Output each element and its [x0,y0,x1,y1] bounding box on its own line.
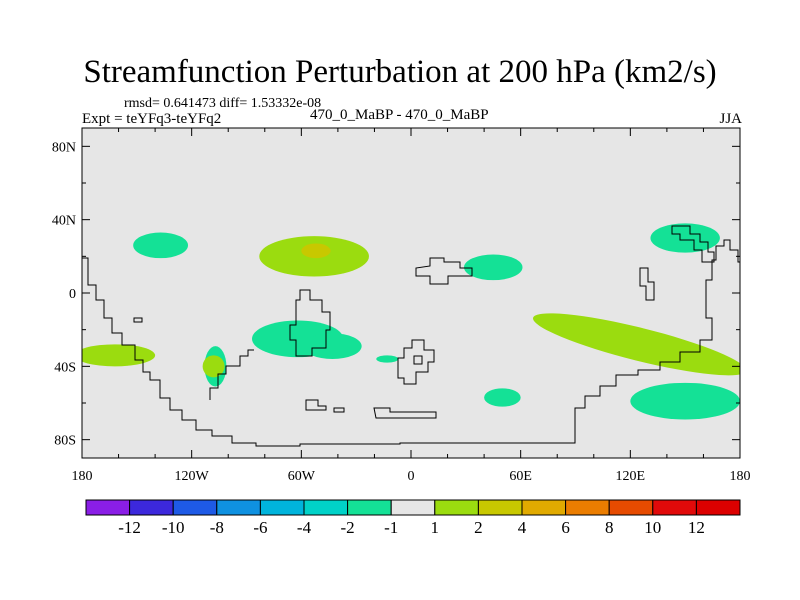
negative-cell-south-indian [484,388,521,407]
stats-label: rmsd= 0.641473 diff= 1.53332e-08 [124,96,322,111]
colorbar-swatch [303,499,349,516]
coastline-north-africa [415,257,473,285]
colorbar-label: 4 [518,518,527,537]
coastline-northeast-asia [671,225,715,263]
x-tick-label: 60E [509,469,532,484]
axes: 180 120W 60W 0 60E 120E 180 80N 40N 0 40S 80S [52,128,751,484]
colorbar-swatch [85,499,131,516]
colorbar-label: -1 [384,518,398,537]
colorbar-swatch [259,499,305,516]
colorbar-label: 12 [688,518,705,537]
colorbar-swatch [477,499,523,516]
x-tick-label: 60W [288,469,316,484]
colorbar-swatch [695,499,741,516]
colorbar-label: -8 [210,518,224,537]
positive-band-australia [532,313,740,376]
colorbar-swatch [172,499,218,516]
x-tick-label: 120E [616,469,646,484]
season-label: JJA [719,111,742,127]
coastline-southern-islands-2 [333,407,345,413]
y-tick-label: 80S [54,434,76,449]
coastline-americas-east [209,349,254,400]
y-tick-label: 0 [69,287,76,302]
colorbar-swatch [652,499,697,516]
colorbar-label: -4 [297,518,312,537]
colorbar-label: -2 [341,518,355,537]
colorbar-swatch [129,499,174,516]
coastline-southern-islands-3 [373,407,437,419]
negative-cell-southwest-pacific [630,382,740,420]
colorbar-swatch [347,499,392,516]
colorbar-label: 2 [474,518,483,537]
colorbar-label: -6 [253,518,267,537]
chart-title: Streamfunction Perturbation at 200 hPa (… [83,54,717,90]
x-tick-label: 180 [730,469,751,484]
plot-background [82,128,740,458]
x-tick-label: 120W [175,469,210,484]
negative-cell-south-atlantic-small [376,355,399,363]
contour-regions [82,223,740,420]
coastline-southern-islands [305,399,327,411]
coastline-americas-west [82,239,740,447]
colorbar-label: 1 [431,518,440,537]
coastlines [82,225,740,447]
y-tick-label: 40N [52,214,76,229]
coastline-south-america [289,289,331,357]
colorbar-label: -10 [162,518,185,537]
negative-cell-northwest-pacific [650,223,720,253]
colorbar: -12 -10 -8 -6 -4 -2 -1 1 2 4 6 8 10 12 [85,499,741,537]
coastline-africa [397,339,435,385]
y-tick-label: 80N [52,140,76,155]
positive-cell-south-pacific [82,344,156,367]
colorbar-swatch [608,499,654,516]
positive-core-north-atlantic [301,243,331,259]
colorbar-swatch [565,499,610,516]
negative-cell-west-asia [464,254,523,281]
coastline-india [639,267,655,301]
colorbar-swatch [216,499,261,516]
x-tick-label: 0 [408,469,415,484]
colorbar-label: 10 [644,518,661,537]
colorbar-swatch [434,499,479,516]
colorbar-swatch [521,499,567,516]
colorbar-label: 6 [561,518,570,537]
coastline-africa-inner [413,355,423,365]
case-label: 470_0_MaBP - 470_0_MaBP [310,107,489,123]
coastline-southwest [133,317,143,323]
y-tick-label: 40S [54,360,76,375]
x-tick-label: 180 [72,469,93,484]
colorbar-label: 8 [605,518,614,537]
colorbar-swatch [390,499,436,516]
negative-cell-south-america-east [303,333,362,359]
colorbar-label: -12 [118,518,141,537]
experiment-label: Expt = teYFq3-teYFq2 [82,111,222,127]
negative-cell-north-pacific [133,232,189,259]
positive-cell-southeast-pacific [202,355,225,378]
